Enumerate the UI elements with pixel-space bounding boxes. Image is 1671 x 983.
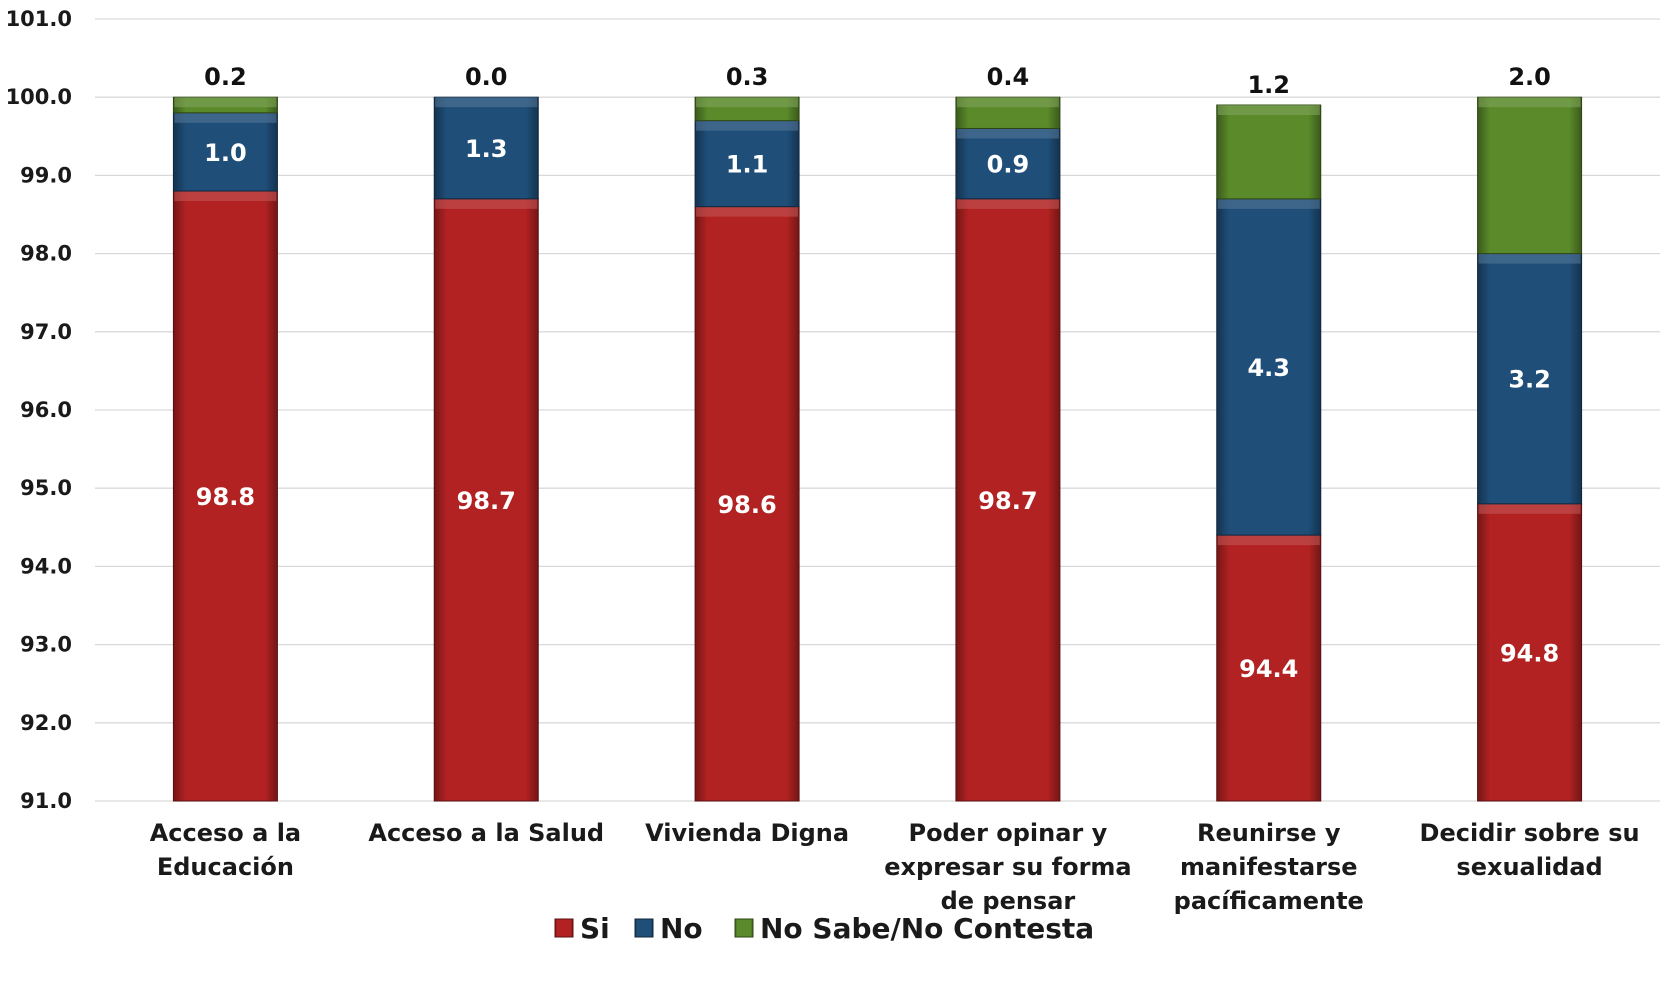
bar-bevel: [1478, 253, 1581, 264]
y-tick-label: 93.0: [20, 633, 72, 657]
legend-label: No: [660, 912, 703, 945]
x-category-label: de pensar: [941, 887, 1076, 915]
bar-stack: 98.8 1.0 0.2: [172, 63, 278, 802]
legend-swatch: [734, 918, 754, 938]
bars: 98.8 1.0 0.2 98.7 1.3 0.0 98.6 1.1 0.3 98.7 0.9 0.4…: [172, 63, 1583, 802]
data-label: 98.6: [717, 491, 776, 519]
bar-bevel: [1217, 198, 1320, 209]
bar-segment-si: [172, 190, 278, 802]
bar-segment-no: [1216, 198, 1322, 536]
bar-segment-si: [1477, 503, 1583, 802]
gridlines: [95, 18, 1660, 802]
data-label: 0.0: [465, 63, 508, 91]
y-tick-label: 100.0: [6, 85, 72, 109]
x-category-label: Vivienda Digna: [645, 819, 849, 847]
y-tick-label: 94.0: [20, 554, 72, 578]
y-tick-label: 96.0: [20, 398, 72, 422]
x-category-label: Reunirse y: [1197, 819, 1341, 847]
y-tick-label: 95.0: [20, 476, 72, 500]
data-label: 3.2: [1508, 366, 1551, 394]
bar-bevel: [174, 191, 277, 202]
bar-segment-no: [955, 127, 1061, 200]
bar-bevel: [435, 97, 538, 108]
data-label: 1.2: [1247, 71, 1290, 99]
data-label: 94.8: [1500, 639, 1559, 667]
y-tick-label: 101.0: [6, 7, 72, 31]
x-axis: Acceso a la Educación Acceso a la Salud Viv…: [150, 819, 1640, 915]
bar-segment-no: [172, 112, 278, 192]
bar-segment-no-sabe-no-contesta: [1477, 96, 1583, 255]
legend: Si No No Sabe/No Contesta: [554, 912, 1094, 945]
bar-bevel: [1478, 503, 1581, 514]
bar-bevel: [956, 97, 1059, 108]
bar-bevel: [696, 120, 799, 131]
data-label: 98.7: [978, 487, 1037, 515]
bar-bevel: [696, 206, 799, 217]
legend-label: No Sabe/No Contesta: [760, 912, 1094, 945]
data-label: 1.1: [726, 151, 769, 179]
bar-stack: 94.8 3.2 2.0: [1477, 63, 1583, 802]
data-label: 0.9: [987, 151, 1030, 179]
x-category-label: sexualidad: [1456, 853, 1602, 881]
data-label: 2.0: [1508, 63, 1551, 91]
bar-segment-no-sabe-no-contesta: [1216, 104, 1322, 200]
data-label: 1.0: [204, 139, 247, 167]
legend-item: No: [634, 912, 703, 945]
legend-item: Si: [554, 912, 610, 945]
bar-bevel: [174, 97, 277, 108]
bar-segment-no: [694, 120, 800, 208]
x-category-label: Poder opinar y: [909, 819, 1108, 847]
bar-stack: 94.4 4.3 1.2: [1216, 71, 1322, 802]
legend-swatch: [634, 918, 654, 938]
x-category-label: Acceso a la Salud: [368, 819, 604, 847]
data-label: 0.4: [987, 63, 1030, 91]
bar-segment-si: [1216, 534, 1322, 802]
data-label: 0.3: [726, 63, 769, 91]
data-label: 1.3: [465, 135, 508, 163]
legend-item: No Sabe/No Contesta: [734, 912, 1094, 945]
bar-stack: 98.7 0.9 0.4: [955, 63, 1061, 802]
data-label: 94.4: [1239, 655, 1298, 683]
bar-segment-no: [433, 96, 539, 200]
x-category-label: expresar su forma: [884, 853, 1131, 881]
x-category-label: Acceso a la: [150, 819, 301, 847]
y-tick-label: 91.0: [20, 789, 72, 813]
data-label: 98.8: [196, 483, 255, 511]
legend-swatch: [554, 918, 574, 938]
x-category-label: manifestarse: [1180, 853, 1358, 881]
legend-label: Si: [580, 912, 610, 945]
bar-stack: 98.7 1.3 0.0: [433, 63, 539, 802]
bar-bevel: [956, 198, 1059, 209]
bar-segment-si: [433, 198, 539, 802]
data-label: 4.3: [1247, 354, 1290, 382]
x-category-label: pacíficamente: [1174, 887, 1364, 915]
x-category-label: Decidir sobre su: [1420, 819, 1640, 847]
bar-bevel: [435, 198, 538, 209]
y-tick-label: 97.0: [20, 320, 72, 344]
bar-bevel: [174, 112, 277, 123]
data-label: 98.7: [457, 487, 516, 515]
data-label: 0.2: [204, 63, 247, 91]
bar-bevel: [956, 128, 1059, 139]
bar-bevel: [696, 97, 799, 108]
bar-bevel: [1217, 105, 1320, 116]
x-category-label: Educación: [157, 853, 294, 881]
y-axis: 91.0 92.0 93.0 94.0 95.0 96.0 97.0 98.0 99.0 100.…: [6, 7, 72, 813]
y-tick-label: 92.0: [20, 711, 72, 735]
bar-segment-si: [694, 206, 800, 802]
y-tick-label: 98.0: [20, 242, 72, 266]
bar-segment-no: [1477, 253, 1583, 505]
bar-bevel: [1478, 97, 1581, 108]
bar-bevel: [1217, 535, 1320, 546]
bar-stack: 98.6 1.1 0.3: [694, 63, 800, 802]
y-tick-label: 99.0: [20, 163, 72, 187]
